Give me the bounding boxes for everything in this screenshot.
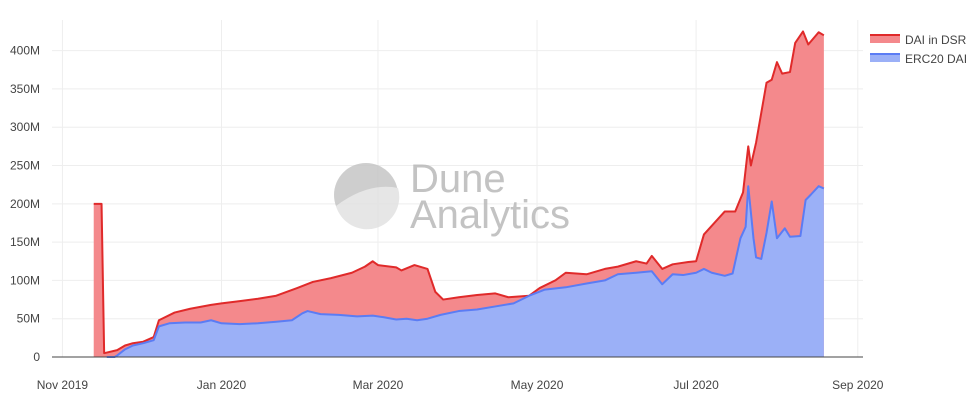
y-tick-label: 100M (10, 273, 40, 287)
x-tick-label: Jul 2020 (673, 378, 719, 392)
legend-swatch (870, 35, 900, 43)
y-tick-label: 300M (10, 120, 40, 134)
x-tick-label: Jan 2020 (197, 378, 247, 392)
x-tick-label: Mar 2020 (353, 378, 404, 392)
gridlines (52, 20, 863, 357)
watermark-line2: Analytics (410, 193, 570, 237)
y-axis-tick-labels: 0 50M 100M 150M 200M 250M 300M 350M 400M (10, 44, 40, 364)
legend-item-dai-in-dsr[interactable]: DAI in DSR (870, 33, 967, 47)
erc20-dai-area (106, 186, 824, 357)
dune-analytics-logo-icon (334, 163, 400, 230)
dune-analytics-watermark: Dune Analytics (334, 157, 570, 237)
y-tick-label: 250M (10, 159, 40, 173)
x-tick-label: May 2020 (511, 378, 564, 392)
y-tick-label: 0 (33, 350, 40, 364)
x-tick-label: Nov 2019 (37, 378, 89, 392)
y-tick-label: 200M (10, 197, 40, 211)
dai-in-dsr-line (93, 30, 825, 355)
y-tick-label: 50M (17, 312, 40, 326)
legend-label: DAI in DSR (905, 33, 967, 47)
legend-label: ERC20 DAI (905, 52, 967, 66)
erc20-dai-line (106, 185, 825, 358)
watermark-line1: Dune (410, 157, 506, 201)
legend-swatch (870, 54, 900, 62)
x-tick-label: Sep 2020 (832, 378, 884, 392)
legend: DAI in DSR ERC20 DAI (870, 33, 967, 66)
y-tick-label: 350M (10, 82, 40, 96)
y-tick-label: 400M (10, 44, 40, 58)
legend-item-erc20-dai[interactable]: ERC20 DAI (870, 52, 967, 66)
y-tick-label: 150M (10, 235, 40, 249)
x-axis-tick-labels: Nov 2019 Jan 2020 Mar 2020 May 2020 Jul 2020… (37, 378, 884, 392)
area-series-layer (93, 30, 825, 358)
